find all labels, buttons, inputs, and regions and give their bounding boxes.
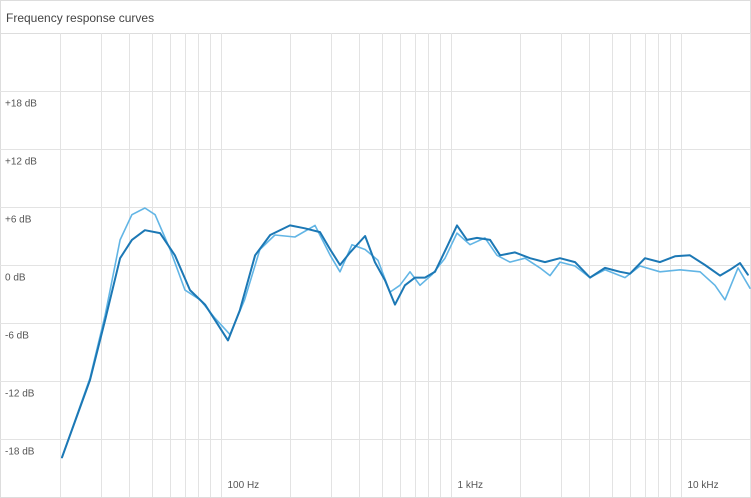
response-curve	[61, 224, 749, 459]
x-tick-label: 10 kHz	[688, 480, 719, 491]
x-tick-label: 1 kHz	[458, 480, 484, 491]
y-tick-label: -18 dB	[5, 447, 35, 458]
response-curve	[61, 207, 751, 459]
x-tick-label: 100 Hz	[228, 480, 260, 491]
y-tick-label: +6 dB	[5, 215, 32, 226]
grid: 100 Hz 1 kHz 10 kHz +18 dB +12 dB +6 dB 0 dB -6…	[0, 33, 751, 497]
y-tick-label: +18 dB	[5, 99, 37, 110]
y-tick-label: -6 dB	[5, 331, 29, 342]
plot	[61, 207, 751, 459]
y-tick-label: 0 dB	[5, 273, 26, 284]
chart-title: Frequency response curves	[6, 11, 154, 25]
y-tick-label: -12 dB	[5, 389, 35, 400]
y-tick-label: +12 dB	[5, 157, 37, 168]
